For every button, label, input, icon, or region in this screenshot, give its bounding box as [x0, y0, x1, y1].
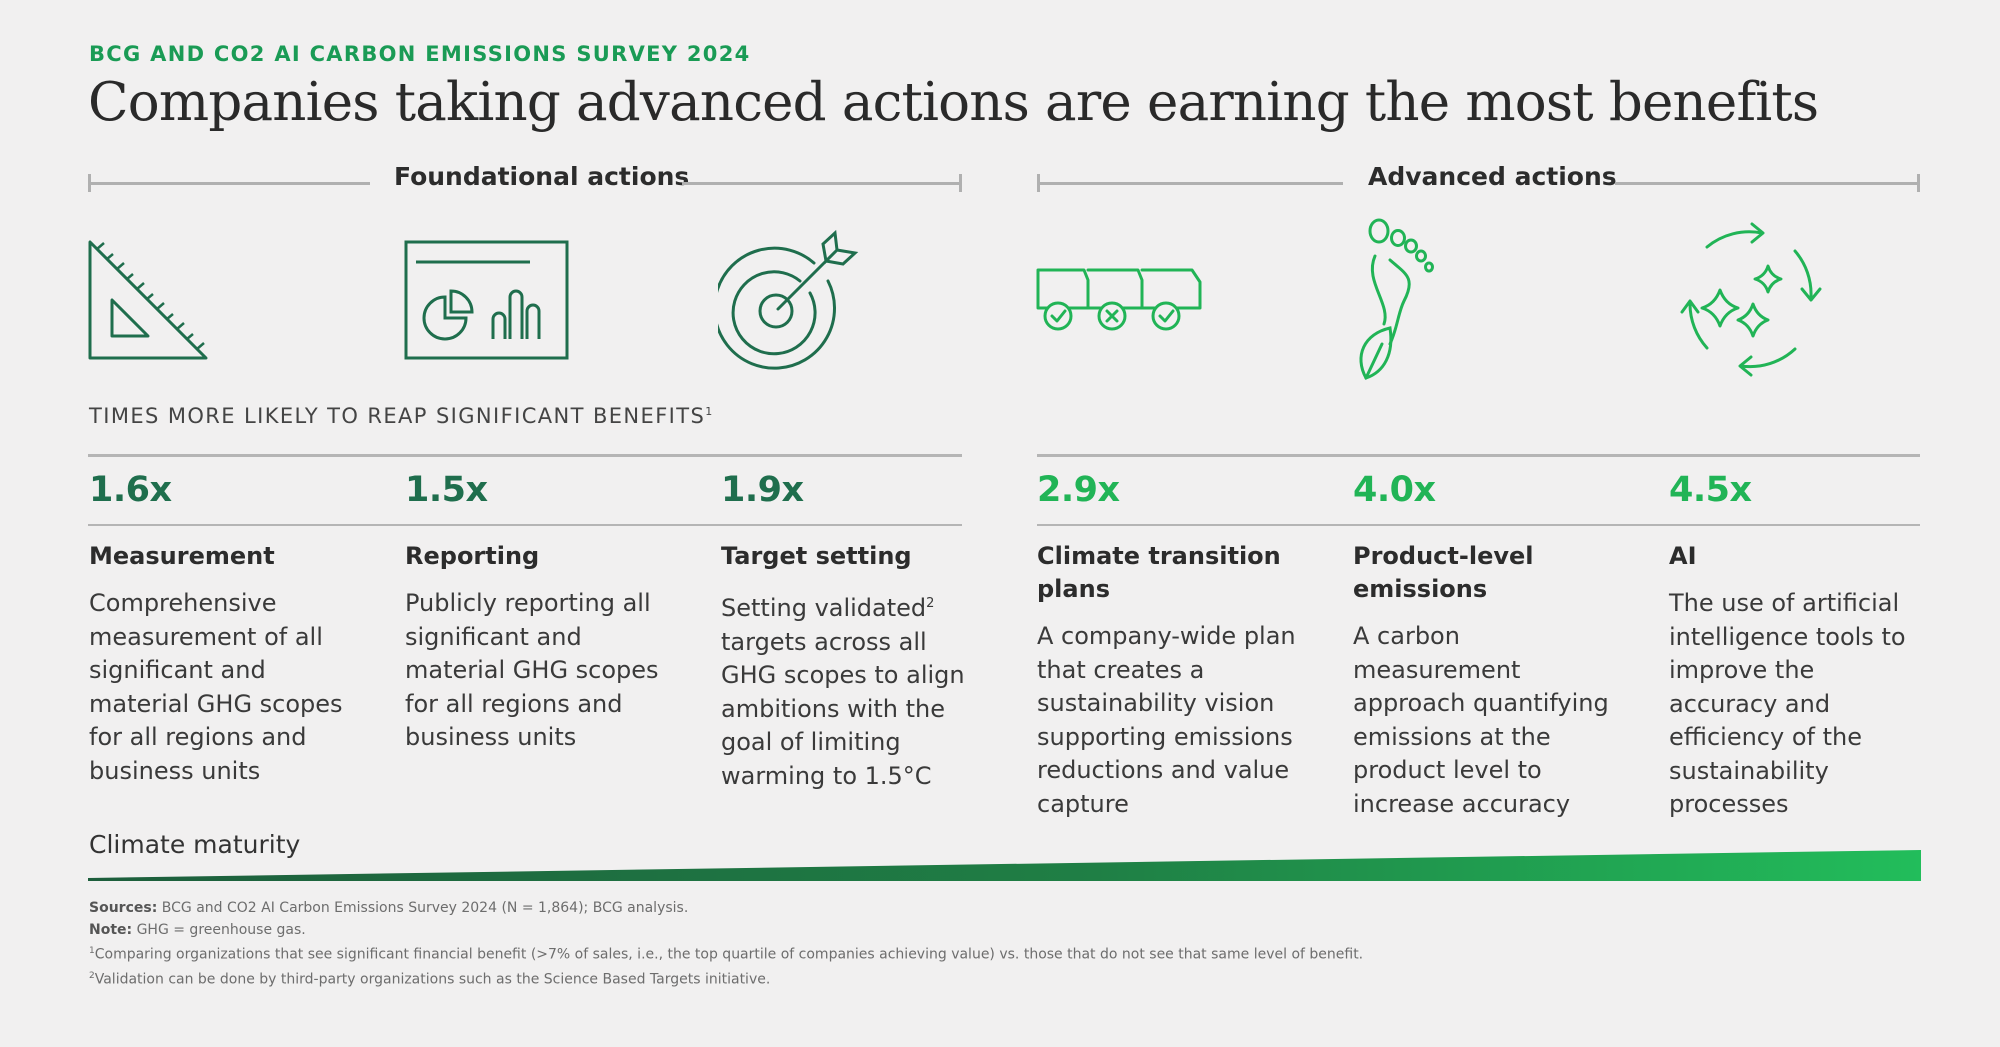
action-description: The use of artificial intelligence tools… — [1669, 589, 1906, 818]
footnote-1-mark: 1 — [89, 946, 95, 956]
footnotes: Sources: BCG and CO2 AI Carbon Emissions… — [89, 898, 1363, 991]
mid-rule-foundational — [88, 524, 962, 526]
action-title: Target setting — [721, 542, 912, 570]
truck-checks-icon — [1036, 264, 1206, 334]
multiplier-value: 1.9x — [721, 470, 804, 510]
action-title: AI — [1669, 542, 1697, 570]
advanced-label: Advanced actions — [1368, 162, 1617, 191]
ai-sparkle-cycle-icon — [1666, 218, 1836, 383]
action-description: Setting validated2 targets across all GH… — [721, 587, 981, 793]
target-arrow-icon — [718, 226, 868, 376]
action-description: Publicly reporting all significant and m… — [405, 589, 659, 751]
note-text: GHG = greenhouse gas. — [132, 921, 306, 938]
footnote-2-mark: 2 — [89, 971, 95, 982]
multiplier-value: 4.0x — [1353, 470, 1436, 510]
action-description-part: targets across all GHG scopes to align a… — [721, 627, 965, 790]
foundational-label: Foundational actions — [394, 162, 690, 191]
action-title: Measurement — [89, 542, 275, 570]
action-description-part: Setting validated — [721, 594, 927, 622]
footnote-ref-2: 2 — [926, 596, 935, 611]
action-column-measurement: 1.6x Measurement Comprehensive measureme… — [89, 462, 349, 788]
page-title: Companies taking advanced actions are ea… — [88, 72, 1819, 133]
multiplier-value: 1.5x — [405, 470, 488, 510]
climate-maturity-gradient-bar — [88, 849, 1921, 888]
footnote-2: 2Validation can be done by third-party o… — [89, 966, 1363, 991]
report-dashboard-icon — [404, 240, 569, 360]
multiplier-value: 4.5x — [1669, 470, 1752, 510]
mid-rule-advanced — [1037, 524, 1920, 526]
action-column-product-level: 4.0x Product-level emissions A carbon me… — [1353, 462, 1613, 821]
footprint-leaf-icon — [1346, 216, 1446, 381]
sources-label: Sources: — [89, 900, 158, 916]
note-label: Note: — [89, 921, 133, 938]
multiplier-value: 2.9x — [1037, 470, 1120, 510]
footnote-1: 1Comparing organizations that see signif… — [89, 941, 1363, 966]
action-description: Comprehensive measurement of all signifi… — [89, 589, 343, 785]
survey-eyebrow: BCG AND CO2 AI CARBON EMISSIONS SURVEY 2… — [89, 42, 751, 66]
action-column-climate-transition: 2.9x Climate transition plans A company-… — [1037, 462, 1297, 821]
top-rule-foundational — [88, 454, 962, 457]
action-description: A company-wide plan that creates a susta… — [1037, 622, 1296, 818]
top-rule-advanced — [1037, 454, 1920, 457]
action-title: Climate transition plans — [1037, 542, 1281, 603]
action-title: Reporting — [405, 542, 540, 570]
sources-text: BCG and CO2 AI Carbon Emissions Survey 2… — [157, 900, 689, 916]
footnote-1-text: Comparing organizations that see signifi… — [94, 946, 1364, 963]
sources-line: Sources: BCG and CO2 AI Carbon Emissions… — [89, 898, 1363, 920]
set-square-icon — [88, 240, 208, 360]
action-title: Product-level emissions — [1353, 542, 1534, 603]
action-column-reporting: 1.5x Reporting Publicly reporting all si… — [405, 462, 665, 755]
benefits-subhead-text: TIMES MORE LIKELY TO REAP SIGNIFICANT BE… — [89, 404, 706, 428]
footnote-ref-1: 1 — [705, 405, 713, 418]
action-column-target-setting: 1.9x Target setting Setting validated2 t… — [721, 462, 981, 793]
action-description: A carbon measurement approach quantifyin… — [1353, 622, 1609, 818]
note-line: Note: GHG = greenhouse gas. — [89, 920, 1363, 942]
action-column-ai: 4.5x AI The use of artificial intelligen… — [1669, 462, 1929, 822]
foundational-bracket: Foundational actions — [88, 162, 962, 192]
advanced-bracket: Advanced actions — [1037, 162, 1920, 192]
climate-maturity-label: Climate maturity — [89, 830, 301, 859]
multiplier-value: 1.6x — [89, 470, 172, 510]
footnote-2-text: Validation can be done by third-party or… — [94, 971, 771, 988]
benefits-subhead: TIMES MORE LIKELY TO REAP SIGNIFICANT BE… — [89, 404, 712, 428]
